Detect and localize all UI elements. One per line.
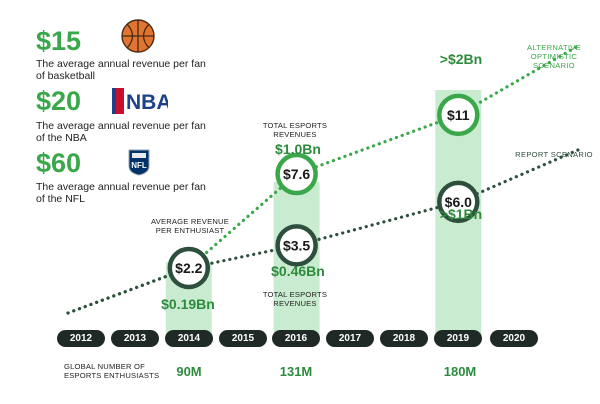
point-2016-optimistic-label: $7.6	[283, 166, 310, 182]
total-revenue-top-label: TOTAL ESPORTS REVENUES	[262, 121, 328, 139]
year-tick: 2019	[434, 330, 482, 347]
point-2019-report-label: $6.0	[445, 194, 472, 210]
enthusiasts-2016: 131M	[279, 364, 313, 379]
point-2019-optimistic-circle	[437, 93, 480, 137]
revenue-2016-report: $0.46Bn	[271, 263, 325, 279]
total-revenue-bottom-label: TOTAL ESPORTS REVENUES	[262, 290, 328, 308]
point-2016-report-circle	[275, 224, 318, 267]
revenue-2019-report: >$1Bn	[439, 206, 483, 222]
point-2016-optimistic-circle	[275, 152, 318, 196]
year-tick: 2015	[219, 330, 267, 347]
basketball-icon	[120, 18, 156, 59]
point-2019-optimistic-label: $11	[447, 107, 470, 123]
report-scenario-label: REPORT SCENARIO	[515, 150, 593, 159]
point-2019-report-circle	[437, 180, 480, 224]
basketball-amount: $15	[36, 26, 82, 56]
year-tick: 2016	[272, 330, 320, 347]
avg-revenue-label: AVERAGE REVENUE PER ENTHUSIAST	[151, 217, 229, 235]
year-tick: 2014	[165, 330, 213, 347]
nba-logo-text: NBA	[126, 91, 168, 114]
basketball-description: The average annual revenue per fan of ba…	[36, 58, 206, 82]
enthusiasts-2019: 180M	[443, 364, 477, 379]
point-2014-circle	[167, 246, 211, 290]
nfl-logo-icon: NFL	[128, 148, 150, 181]
enthusiasts-2014: 90M	[176, 364, 202, 379]
point-2016-report-label: $3.5	[283, 237, 310, 253]
revenue-2019-optimistic: >$2Bn	[439, 51, 483, 67]
alt-scenario-label: ALTERNATIVE OPTIMISTIC SCENARIO	[526, 43, 582, 70]
nba-amount: $20	[36, 86, 82, 116]
nfl-amount: $60	[36, 148, 82, 178]
nba-logo-icon: NBA	[112, 88, 172, 119]
year-tick: 2020	[490, 330, 538, 347]
year-tick: 2017	[326, 330, 374, 347]
year-tick: 2012	[57, 330, 105, 347]
revenue-2016-optimistic: $1.0Bn	[275, 141, 321, 157]
nba-description: The average annual revenue per fan of th…	[36, 120, 206, 144]
year-tick: 2013	[111, 330, 159, 347]
enthusiasts-label: GLOBAL NUMBER OF ESPORTS ENTHUSIASTS	[64, 362, 160, 380]
revenue-2014: $0.19Bn	[161, 296, 215, 312]
nfl-description: The average annual revenue per fan of th…	[36, 181, 206, 205]
year-tick: 2018	[380, 330, 428, 347]
point-2014-label: $2.2	[175, 260, 202, 276]
nfl-logo-text: NFL	[131, 161, 147, 170]
